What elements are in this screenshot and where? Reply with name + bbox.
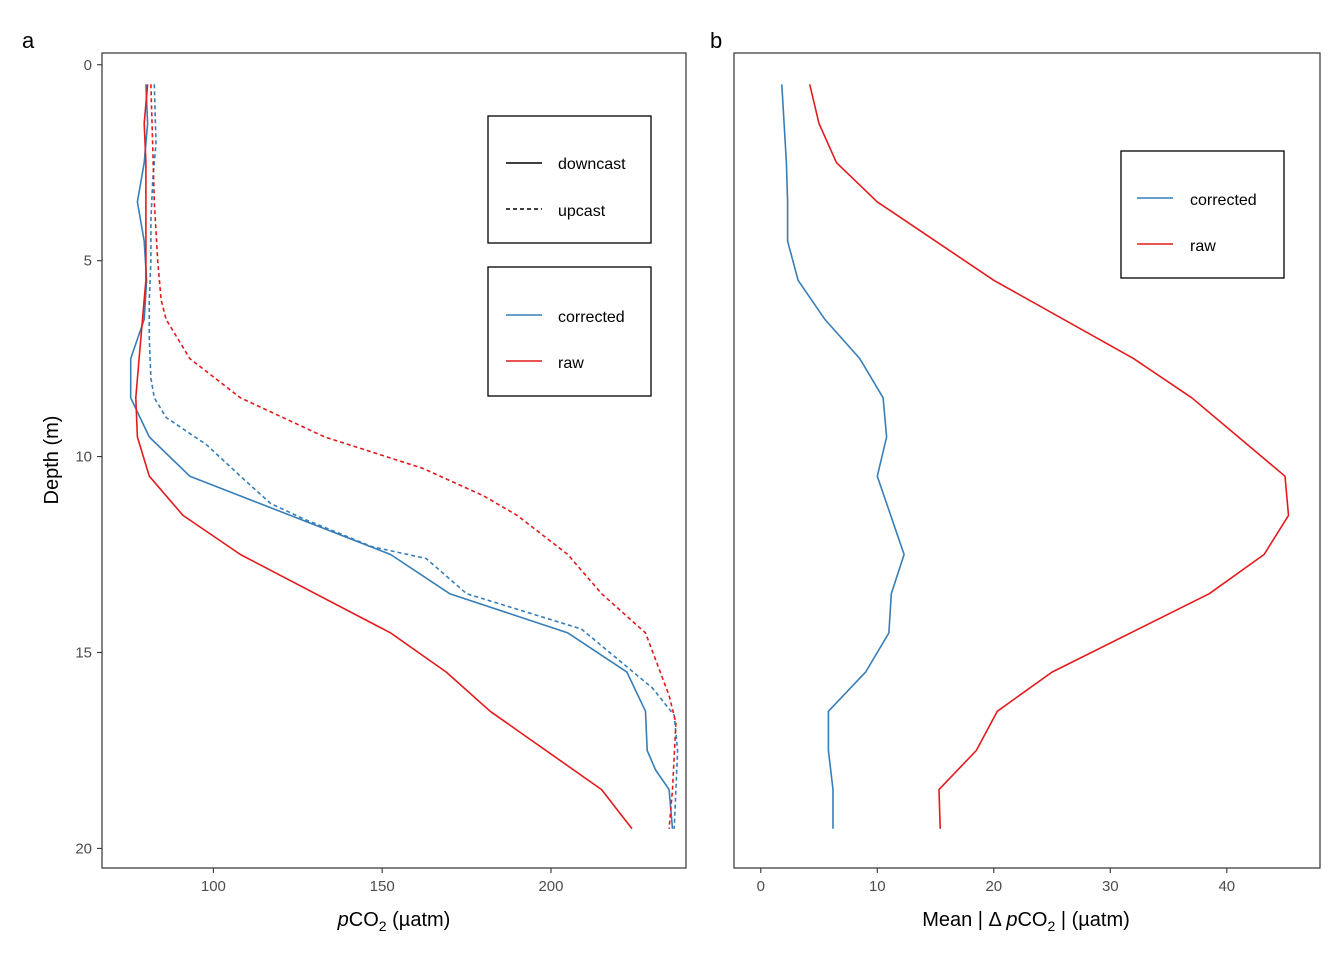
panel-a-y-tick-label: 15 [75, 644, 92, 661]
legend-downcast-label: downcast [558, 156, 626, 173]
series-line-a-corrected-downcast [129, 84, 674, 829]
panel-b-x-title-main: CO [1017, 909, 1047, 931]
panel-a-y-tick-label: 5 [84, 253, 92, 270]
legend-cast-box [487, 115, 652, 244]
legend-b-corrected-label: corrected [1190, 192, 1257, 209]
series-line-a-raw-downcast [135, 84, 633, 830]
panel-a-x-axis-title: pCO2 (µatm) [337, 909, 451, 934]
panel-b-series [781, 84, 1290, 829]
panel-a-label: a [22, 28, 35, 53]
panel-a-x-title-sub: 2 [379, 918, 387, 934]
panel-a-x-title-main: CO [349, 909, 379, 931]
panel-b-axes: 0 10 20 30 40 [757, 868, 1235, 895]
panel-a-y-tick-label: 10 [75, 449, 92, 466]
panel-a: a 100 150 200 0 5 10 15 20 Depth (m) pCO2 (µatm… [22, 28, 687, 934]
legend-upcast-label: upcast [558, 203, 606, 220]
panel-b-x-title-italic: p [1005, 909, 1017, 931]
legend-a-corrected-label: corrected [558, 309, 625, 326]
panel-b-x-title-prefix: Mean | Δ [922, 909, 1006, 931]
panel-a-axes: 100 150 200 0 5 10 15 20 [75, 57, 563, 895]
series-line-a-corrected-upcast [148, 84, 679, 829]
series-line-b-corrected [781, 84, 905, 829]
panel-b: b 0 10 20 30 40 Mean | Δ pCO2 | (µatm) corre… [710, 28, 1321, 934]
panel-b-frame [733, 52, 1321, 869]
legend-a-raw-label: raw [558, 355, 584, 372]
panel-b-x-tick-label: 40 [1218, 878, 1235, 895]
panel-a-x-tick-label: 150 [370, 878, 395, 895]
panel-b-x-tick-label: 10 [869, 878, 886, 895]
panel-a-x-title-unit: (µatm) [387, 909, 451, 931]
panel-b-x-axis-title: Mean | Δ pCO2 | (µatm) [922, 909, 1130, 934]
series-line-b-raw [808, 84, 1290, 829]
panel-b-x-title-sub: 2 [1047, 918, 1055, 934]
panel-a-y-tick-label: 20 [75, 840, 92, 857]
panel-a-y-tick-label: 0 [84, 57, 92, 74]
panel-a-x-tick-label: 100 [201, 878, 226, 895]
panel-a-y-axis-title: Depth (m) [41, 416, 63, 505]
panel-b-legend: corrected raw [1120, 150, 1285, 279]
legend-b-box [1120, 150, 1285, 279]
panel-a-legend-cast: downcast upcast [487, 115, 652, 244]
panel-a-x-title-italic: p [337, 909, 349, 931]
panel-b-x-tick-label: 20 [985, 878, 1002, 895]
panel-a-x-tick-label: 200 [538, 878, 563, 895]
series-line-a-raw-upcast [150, 84, 677, 829]
panel-b-label: b [710, 28, 722, 53]
panel-b-x-title-unit: | (µatm) [1055, 909, 1130, 931]
panel-a-series [129, 84, 679, 830]
panel-b-x-tick-label: 0 [757, 878, 765, 895]
panel-b-x-tick-label: 30 [1102, 878, 1119, 895]
legend-correction-box [487, 266, 652, 397]
panel-a-legend-correction: corrected raw [487, 266, 652, 397]
panel-a-frame [101, 52, 687, 869]
legend-b-raw-label: raw [1190, 238, 1216, 255]
